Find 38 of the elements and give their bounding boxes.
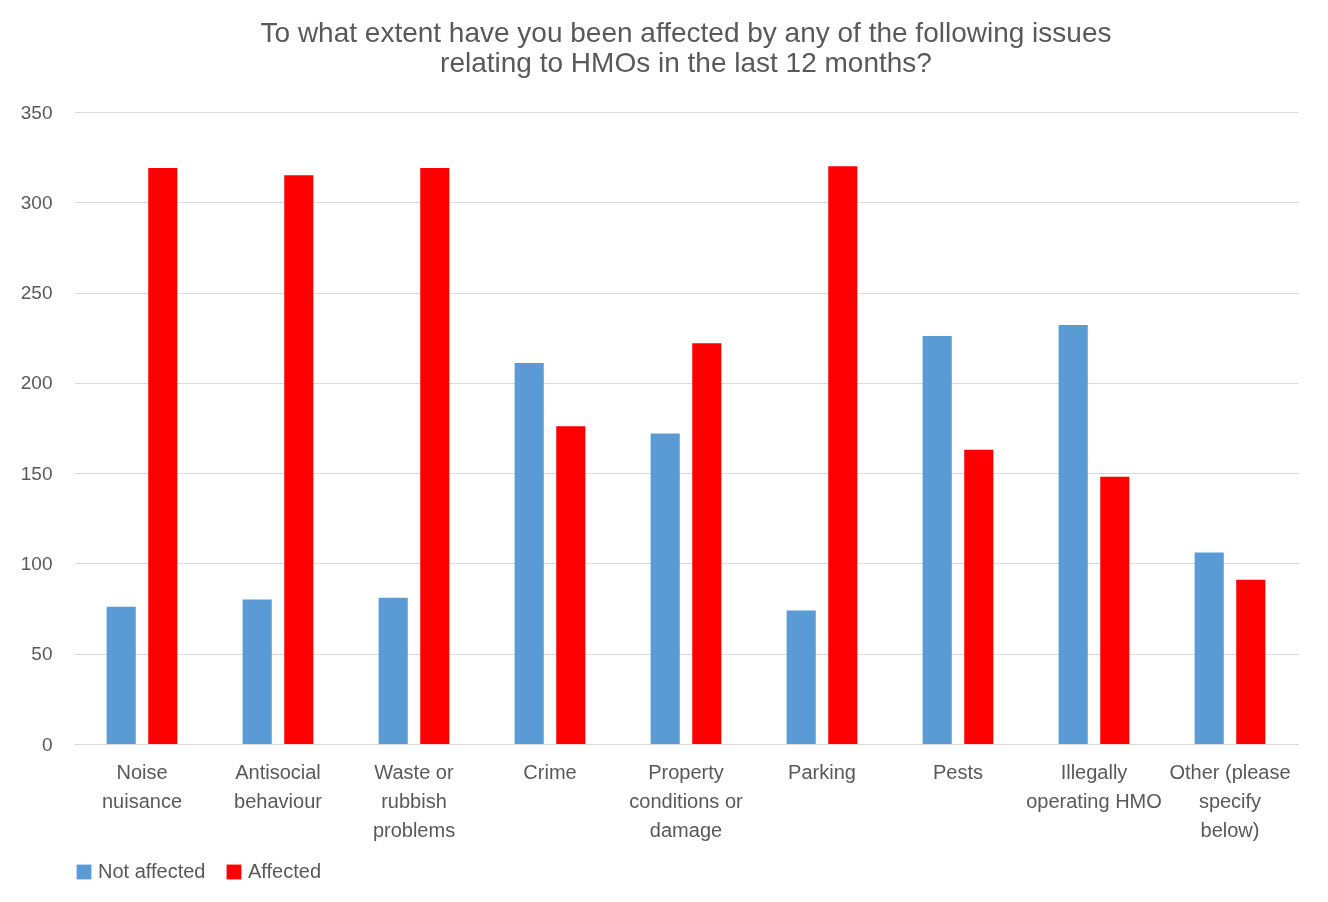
bar xyxy=(786,610,816,744)
bar xyxy=(1194,552,1224,744)
bar xyxy=(1058,325,1088,744)
bar xyxy=(556,426,586,744)
y-tick-label: 250 xyxy=(20,282,53,304)
x-tick-label: Property conditions or damage xyxy=(629,760,744,841)
legend-label: Not affected xyxy=(98,860,206,882)
bar xyxy=(650,433,680,744)
bar xyxy=(106,606,136,744)
y-tick-label: 200 xyxy=(20,372,53,394)
y-tick-label: 100 xyxy=(20,552,53,574)
x-tick-label: Parking xyxy=(788,760,856,783)
x-tick-label: Waste or rubbish problems xyxy=(372,760,456,841)
x-tick-label: Noise nuisance xyxy=(101,760,183,812)
x-tick-label: Crime xyxy=(523,760,577,783)
y-tick-label: 300 xyxy=(20,191,53,213)
bar xyxy=(1100,476,1130,744)
y-tick-label: 150 xyxy=(20,462,53,484)
y-tick-label: 350 xyxy=(20,101,53,123)
bar xyxy=(378,597,408,744)
chart-title: To what extent have you been affected by any of the following issues relating to HMOs in the last 12 months? xyxy=(260,17,1112,78)
bar xyxy=(420,167,450,744)
bar xyxy=(242,599,272,744)
bar xyxy=(828,166,858,744)
y-tick-label: 0 xyxy=(41,733,53,755)
bar xyxy=(284,175,314,744)
x-tick-label: Antisocial behaviour xyxy=(234,760,323,812)
bar xyxy=(922,335,952,744)
x-tick-label: Other (please specify below) xyxy=(1169,760,1291,841)
x-tick-label: Pests xyxy=(932,760,984,783)
bar xyxy=(1236,579,1266,744)
bar xyxy=(148,167,178,744)
bar xyxy=(514,362,544,744)
x-tick-label: Illegally operating HMO xyxy=(1026,760,1162,812)
bar xyxy=(964,449,994,744)
legend-label: Affected xyxy=(248,860,322,882)
bar xyxy=(692,343,722,744)
y-tick-label: 50 xyxy=(31,643,53,665)
